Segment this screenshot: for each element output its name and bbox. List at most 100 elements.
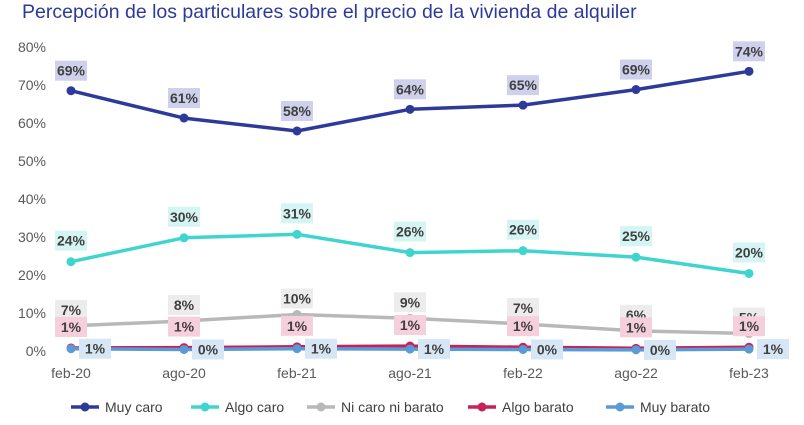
data-label-bg bbox=[394, 315, 426, 336]
data-label-bg bbox=[55, 230, 87, 251]
data-label: 65% bbox=[509, 77, 538, 93]
y-tick-label: 40% bbox=[18, 191, 46, 207]
data-label: 1% bbox=[174, 319, 195, 335]
data-label: 31% bbox=[283, 205, 312, 221]
data-label-bg bbox=[305, 338, 337, 359]
data-point bbox=[631, 85, 641, 95]
data-label: 26% bbox=[396, 224, 425, 240]
x-axis-ticks: feb-20 ago-20 feb-21 ago-21 feb-22 ago-22 feb-… bbox=[51, 365, 769, 381]
data-label-bg bbox=[55, 299, 87, 320]
legend-label: Algo barato bbox=[502, 399, 574, 415]
y-tick-label: 10% bbox=[18, 305, 46, 321]
data-label: 69% bbox=[622, 62, 651, 78]
data-label: 58% bbox=[283, 103, 312, 119]
legend-label: Muy barato bbox=[640, 399, 710, 415]
data-point bbox=[518, 246, 528, 256]
data-label-bg bbox=[281, 288, 313, 309]
data-label: 24% bbox=[57, 233, 86, 249]
data-point bbox=[179, 344, 189, 354]
data-point bbox=[744, 66, 754, 76]
data-label: 61% bbox=[170, 90, 199, 106]
data-label: 64% bbox=[396, 81, 425, 97]
data-label-bg bbox=[644, 339, 676, 360]
x-tick-label: ago-22 bbox=[614, 365, 658, 381]
data-point bbox=[292, 344, 302, 354]
data-label-bg bbox=[507, 298, 539, 319]
data-label-bg bbox=[168, 294, 200, 315]
x-tick-label: feb-22 bbox=[503, 365, 543, 381]
data-label: 0% bbox=[198, 341, 219, 357]
data-label: 25% bbox=[622, 228, 651, 244]
data-point bbox=[179, 113, 189, 123]
data-label: 1% bbox=[626, 319, 647, 335]
legend-swatch-marker bbox=[316, 402, 326, 412]
y-tick-label: 20% bbox=[18, 267, 46, 283]
data-label: 1% bbox=[739, 318, 760, 334]
data-label-bg bbox=[394, 79, 426, 100]
data-point bbox=[744, 268, 754, 278]
data-label: 1% bbox=[311, 341, 332, 357]
legend: Muy caro Algo caro Ni caro ni barato Algo b… bbox=[71, 399, 710, 415]
data-label: 1% bbox=[513, 318, 534, 334]
legend-swatch-marker bbox=[477, 402, 487, 412]
legend-label: Ni caro ni barato bbox=[341, 399, 444, 415]
data-label: 1% bbox=[61, 319, 82, 335]
data-label-bg bbox=[620, 317, 652, 338]
x-tick-label: feb-20 bbox=[51, 365, 91, 381]
data-labels: 69% 61% 58% 64% 65% 69% 74% 24% 30% 31% 26% 26% 25% 2… bbox=[55, 41, 789, 360]
data-label-bg bbox=[192, 339, 224, 360]
data-point bbox=[405, 104, 415, 114]
chart-title: Percepción de los particulares sobre el … bbox=[22, 1, 637, 23]
y-axis-ticks: 0% 10% 20% 30% 40% 50% 60% 70% 80% bbox=[18, 39, 46, 359]
data-label: 1% bbox=[287, 318, 308, 334]
y-tick-label: 30% bbox=[18, 229, 46, 245]
data-label: 10% bbox=[283, 291, 312, 307]
data-label: 30% bbox=[170, 209, 199, 225]
data-point bbox=[744, 344, 754, 354]
data-label: 1% bbox=[400, 317, 421, 333]
legend-label: Algo caro bbox=[225, 399, 284, 415]
y-tick-label: 50% bbox=[18, 153, 46, 169]
data-point bbox=[518, 100, 528, 110]
data-label-bg bbox=[394, 292, 426, 313]
data-label: 9% bbox=[400, 294, 421, 310]
data-label: 1% bbox=[85, 341, 106, 357]
data-point bbox=[292, 126, 302, 136]
x-tick-label: ago-20 bbox=[162, 365, 206, 381]
data-label-bg bbox=[507, 316, 539, 337]
data-label: 1% bbox=[763, 341, 784, 357]
data-label-bg bbox=[531, 339, 563, 360]
data-point bbox=[292, 229, 302, 239]
data-label-bg bbox=[757, 339, 789, 360]
data-point bbox=[66, 86, 76, 96]
data-point bbox=[631, 252, 641, 262]
data-label: 26% bbox=[509, 222, 538, 238]
data-point bbox=[405, 248, 415, 258]
y-tick-label: 0% bbox=[26, 343, 46, 359]
data-label: 20% bbox=[735, 244, 764, 260]
x-tick-label: feb-23 bbox=[729, 365, 769, 381]
data-label-bg bbox=[281, 100, 313, 121]
data-label: 74% bbox=[735, 43, 764, 59]
data-label: 7% bbox=[513, 300, 534, 316]
legend-swatch-marker bbox=[200, 402, 210, 412]
data-label-bg bbox=[394, 221, 426, 242]
data-point bbox=[518, 344, 528, 354]
data-label-bg bbox=[507, 75, 539, 96]
data-label: 69% bbox=[57, 63, 86, 79]
data-label-bg bbox=[79, 338, 111, 359]
data-label-bg bbox=[418, 339, 450, 360]
data-label-bg bbox=[168, 88, 200, 109]
data-label-bg bbox=[733, 242, 765, 263]
data-point bbox=[631, 345, 641, 355]
data-label-bg bbox=[55, 316, 87, 337]
data-label-bg bbox=[55, 60, 87, 81]
data-label-bg bbox=[281, 315, 313, 336]
x-tick-label: feb-21 bbox=[277, 365, 317, 381]
data-label: 1% bbox=[424, 341, 445, 357]
data-label-bg bbox=[620, 59, 652, 80]
legend-swatch-marker bbox=[80, 402, 90, 412]
data-point bbox=[179, 233, 189, 243]
data-point bbox=[66, 344, 76, 354]
